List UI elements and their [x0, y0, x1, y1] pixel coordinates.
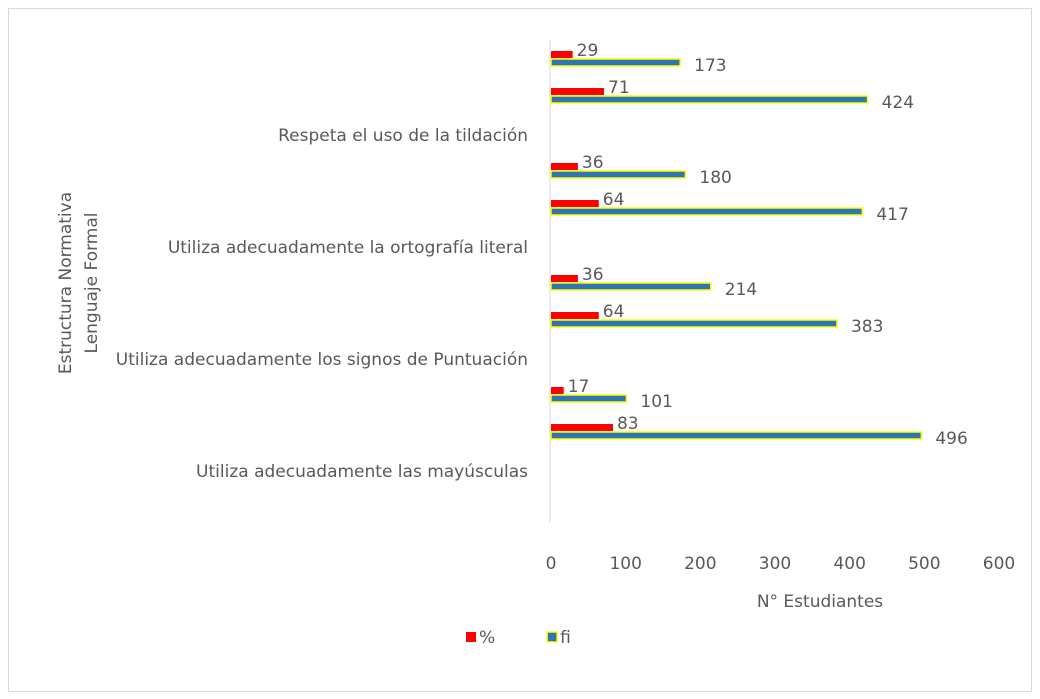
y-axis-label: Estructura Normativa	[56, 192, 76, 374]
category-label: Utiliza adecuadamente las mayúsculas	[196, 462, 528, 482]
data-label: 83	[617, 414, 639, 434]
data-label: 180	[699, 168, 731, 188]
data-label: 496	[935, 429, 967, 449]
legend-label: %	[479, 628, 495, 648]
bar	[551, 424, 613, 431]
y-axis-label: Lenguaje Formal	[82, 213, 102, 354]
x-tick-label: 500	[908, 554, 940, 574]
data-label: 36	[582, 265, 604, 285]
bar	[551, 275, 578, 282]
category-label: Respeta el uso de la tildación	[278, 126, 528, 146]
bar	[551, 51, 573, 58]
bar	[551, 163, 578, 170]
bar	[550, 207, 864, 216]
x-tick-label: 200	[684, 554, 716, 574]
bar	[551, 387, 564, 394]
x-axis-label: N° Estudiantes	[757, 592, 883, 612]
bar	[550, 319, 838, 328]
x-tick-label: 400	[833, 554, 865, 574]
data-label: 214	[725, 280, 757, 300]
legend-swatch	[546, 631, 558, 643]
legend-label: fi	[560, 628, 571, 648]
data-label: 64	[603, 302, 625, 322]
x-tick-label: 0	[546, 554, 557, 574]
bar	[550, 95, 869, 104]
chart-border	[8, 8, 1032, 692]
x-tick-label: 100	[609, 554, 641, 574]
data-label: 36	[582, 153, 604, 173]
data-label: 64	[603, 190, 625, 210]
x-tick-label: 300	[759, 554, 791, 574]
x-tick-label: 600	[983, 554, 1015, 574]
data-label: 29	[577, 41, 599, 61]
data-label: 417	[876, 205, 908, 225]
bar	[550, 431, 923, 440]
bar	[551, 312, 599, 319]
bar	[550, 282, 712, 291]
bar	[550, 58, 681, 67]
bar	[550, 394, 628, 403]
data-label: 424	[882, 93, 914, 113]
bar	[551, 200, 599, 207]
bar	[551, 88, 605, 95]
data-label: 173	[694, 56, 726, 76]
legend-swatch	[466, 632, 476, 642]
data-label: 71	[608, 78, 630, 98]
data-label: 17	[568, 377, 590, 397]
category-label: Utiliza adecuadamente los signos de Punt…	[116, 350, 528, 370]
bar	[550, 170, 687, 179]
data-label: 101	[640, 392, 672, 412]
category-label: Utiliza adecuadamente la ortografía lite…	[168, 238, 528, 258]
data-label: 383	[851, 317, 883, 337]
